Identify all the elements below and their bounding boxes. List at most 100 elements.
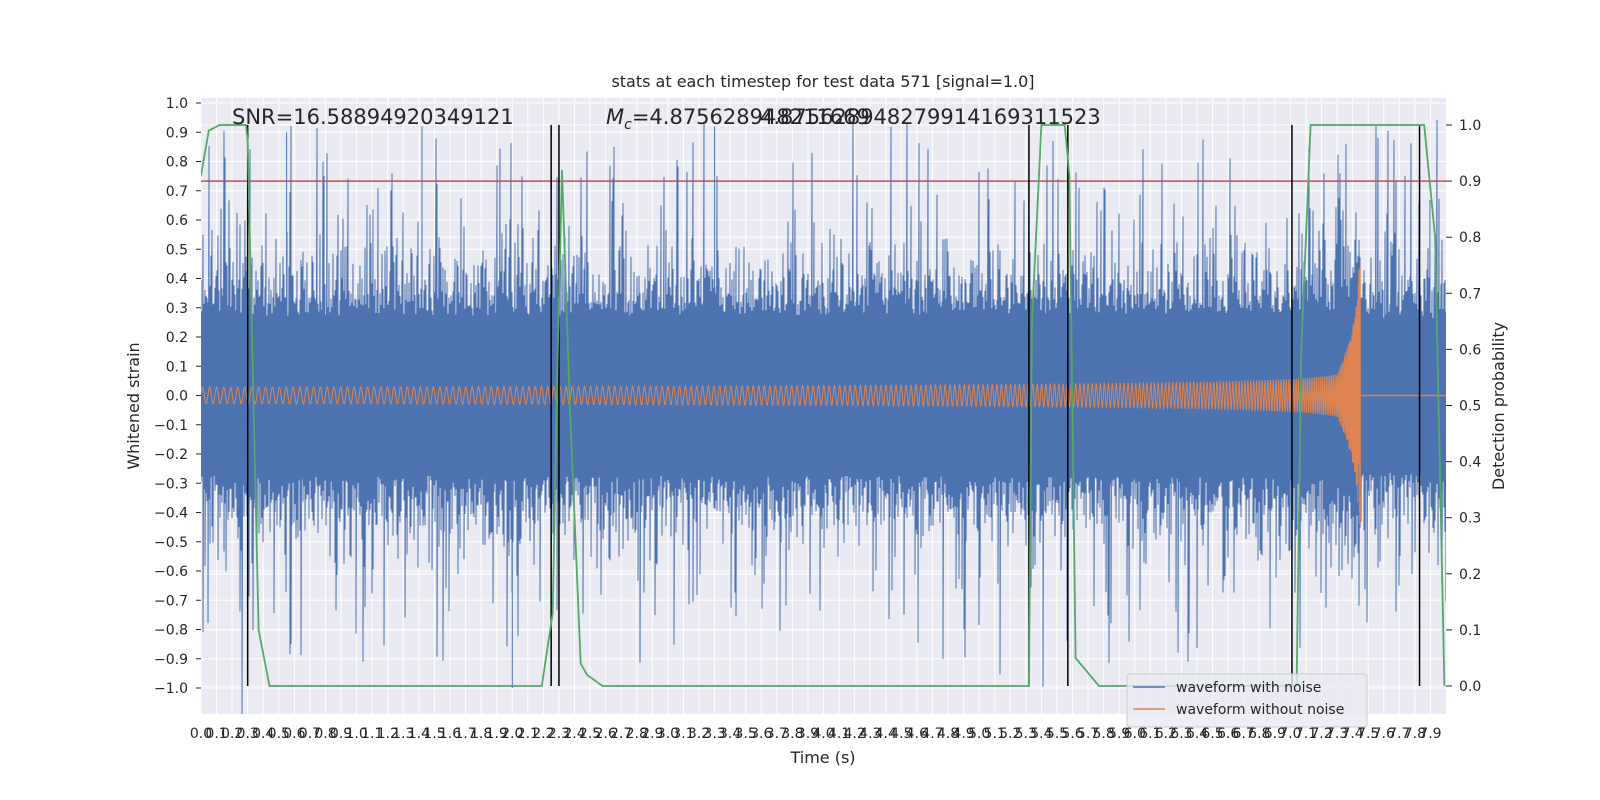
x-axis-ticks: 0.00.10.20.30.40.50.60.70.80.91.01.11.21… (190, 726, 1442, 742)
y2-tick-label: 0.0 (1459, 679, 1481, 695)
x-tick-label: 7.2 (1310, 726, 1332, 742)
y2-tick-label: 0.6 (1459, 342, 1481, 358)
y2-tick-label: 0.5 (1459, 399, 1481, 415)
x-tick-label: 4.6 (906, 726, 928, 742)
x-tick-label: 2.9 (641, 726, 663, 742)
y2-tick-label: 0.2 (1459, 567, 1481, 583)
x-tick-label: 2.8 (626, 726, 648, 742)
y-axis-label: Whitened strain (124, 342, 143, 469)
x-tick-label: 4.5 (890, 726, 912, 742)
plot-content (201, 118, 1446, 714)
y-tick-label: −0.2 (154, 447, 188, 463)
x-tick-label: 5.4 (1030, 726, 1052, 742)
y-tick-label: −1.0 (154, 681, 188, 697)
x-tick-label: 1.1 (361, 726, 383, 742)
x-tick-label: 0.2 (221, 726, 243, 742)
x-tick-label: 1.2 (377, 726, 399, 742)
x-tick-label: 2.4 (563, 726, 585, 742)
x-tick-label: 7.4 (1341, 726, 1363, 742)
x-tick-label: 4.8 (937, 726, 959, 742)
legend: waveform with noise waveform without noi… (1126, 673, 1368, 728)
x-tick-label: 3.0 (657, 726, 679, 742)
x-tick-label: 1.4 (408, 726, 430, 742)
x-tick-label: 1.6 (439, 726, 461, 742)
x-tick-label: 5.3 (1015, 726, 1037, 742)
x-tick-label: 6.0 (1124, 726, 1146, 742)
legend-box (1126, 673, 1368, 728)
x-tick-label: 6.6 (1217, 726, 1239, 742)
x-tick-label: 3.9 (797, 726, 819, 742)
x-tick-label: 6.8 (1248, 726, 1270, 742)
x-tick-label: 4.9 (952, 726, 974, 742)
x-tick-label: 3.6 (750, 726, 772, 742)
y2-tick-label: 0.1 (1459, 623, 1481, 639)
x-tick-label: 4.2 (843, 726, 865, 742)
x-tick-label: 6.3 (1170, 726, 1192, 742)
x-tick-label: 0.9 (330, 726, 352, 742)
x-tick-label: 3.1 (672, 726, 694, 742)
x-tick-label: 3.5 (735, 726, 757, 742)
x-tick-label: 0.0 (190, 726, 212, 742)
x-tick-label: 4.4 (875, 726, 897, 742)
y2-axis-label: Detection probability (1489, 322, 1508, 490)
x-tick-label: 4.0 (812, 726, 834, 742)
chart-title: stats at each timestep for test data 571… (611, 72, 1034, 91)
x-tick-label: 5.2 (999, 726, 1021, 742)
y2-tick-label: 0.7 (1459, 286, 1481, 302)
x-tick-label: 5.9 (1108, 726, 1130, 742)
mc-annotation-a: Mc=4.875628948211669 (606, 105, 870, 133)
y-tick-label: −0.4 (154, 506, 188, 522)
series-waveform-with-noise (201, 118, 1446, 714)
x-tick-label: 4.3 (859, 726, 881, 742)
x-tick-label: 5.8 (1092, 726, 1114, 742)
y-tick-label: 0.7 (166, 184, 188, 200)
x-tick-label: 3.2 (688, 726, 710, 742)
x-tick-label: 6.7 (1233, 726, 1255, 742)
y2-tick-label: 1.0 (1459, 118, 1481, 134)
x-tick-label: 7.8 (1404, 726, 1426, 742)
x-tick-label: 3.3 (703, 726, 725, 742)
x-tick-label: 7.1 (1295, 726, 1317, 742)
x-tick-label: 2.5 (579, 726, 601, 742)
x-axis-label: Time (s) (789, 748, 855, 767)
y-tick-label: −0.1 (154, 418, 188, 434)
x-tick-label: 6.5 (1201, 726, 1223, 742)
series-waveform-without-noise (201, 266, 1361, 525)
y-tick-label: 0.8 (166, 155, 188, 171)
x-tick-label: 7.3 (1326, 726, 1348, 742)
y-tick-label: 0.2 (166, 330, 188, 346)
snr-annotation: SNR=16.58894920349121 (232, 105, 514, 129)
y-tick-label: −0.8 (154, 623, 188, 639)
mc-subscript: c (624, 117, 632, 133)
x-tick-label: 7.5 (1357, 726, 1379, 742)
x-tick-label: 0.1 (205, 726, 227, 742)
x-tick-label: 5.5 (1046, 726, 1068, 742)
x-tick-label: 0.5 (268, 726, 290, 742)
mc-symbol: M (606, 105, 624, 129)
x-tick-label: 2.7 (610, 726, 632, 742)
x-tick-label: 5.1 (984, 726, 1006, 742)
x-tick-label: 7.9 (1419, 726, 1441, 742)
y-tick-label: 0.5 (166, 242, 188, 258)
x-tick-label: 0.4 (252, 726, 274, 742)
x-tick-label: 3.8 (781, 726, 803, 742)
y-axis-ticks: −1.0 −0.9 −0.8 −0.7 −0.6 −0.5 −0.4 −0.3 −0.2 −0.1… (154, 96, 201, 697)
x-tick-label: 3.4 (719, 726, 741, 742)
y-tick-label: 0.6 (166, 213, 188, 229)
x-tick-label: 6.1 (1139, 726, 1161, 742)
y-tick-label: −0.3 (154, 476, 188, 492)
x-tick-label: 3.7 (766, 726, 788, 742)
y-tick-label: −0.9 (154, 652, 188, 668)
mc-value-a: =4.875628948211669 (632, 105, 870, 129)
y-tick-label: 0.3 (166, 301, 188, 317)
x-tick-label: 2.0 (501, 726, 523, 742)
y2-tick-label: 0.9 (1459, 174, 1481, 190)
legend-label-without-noise: waveform without noise (1176, 702, 1344, 718)
x-tick-label: 7.0 (1279, 726, 1301, 742)
x-tick-label: 1.7 (454, 726, 476, 742)
y2-tick-label: 0.4 (1459, 455, 1481, 471)
y-tick-label: 0.4 (166, 272, 188, 288)
x-tick-label: 6.2 (1155, 726, 1177, 742)
x-tick-label: 1.0 (345, 726, 367, 742)
